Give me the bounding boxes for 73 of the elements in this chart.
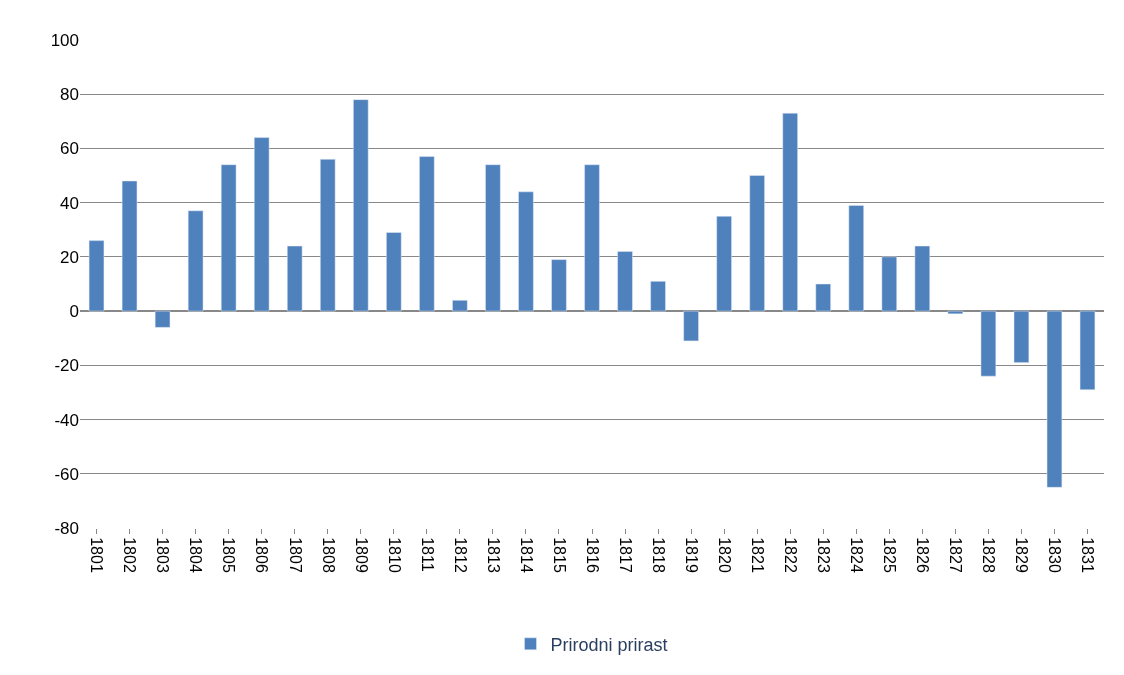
bar [220,164,237,312]
x-tick-label: 1810 [385,537,403,573]
bar [353,99,369,312]
x-tick-label: 1807 [286,537,304,573]
bar [617,251,633,312]
bar [980,310,997,377]
x-tick-label: 1821 [748,537,766,573]
bar [154,310,171,328]
x-tick-label: 1829 [1013,537,1031,573]
x-tick-label: 1813 [484,537,502,573]
y-tick-label: -80 [54,518,79,538]
x-tick-label: 1806 [253,537,271,573]
y-tick-label: 40 [60,193,79,213]
x-tick-label: 1809 [352,537,370,573]
y-tick-label: 80 [60,85,79,105]
x-tick-label: 1830 [1046,537,1064,573]
x-tick-label: 1803 [154,537,172,573]
x-tick-label: 1831 [1079,537,1097,573]
bar [947,310,964,315]
x-tick-label: 1822 [781,537,799,573]
x-tick-label: 1812 [451,537,469,573]
y-tick-label: -60 [54,464,79,484]
y-tick-label: -20 [54,356,79,376]
x-tick-label: 1828 [980,537,998,573]
y-tick-label: 0 [69,302,79,322]
bar [320,159,336,312]
bar [254,137,270,312]
x-tick-label: 1823 [815,537,833,573]
bar [1079,310,1096,390]
bar [584,164,600,312]
bar [782,112,798,312]
bar [452,300,468,312]
bar [187,210,204,312]
bar [683,310,699,342]
x-tick-label: 1802 [121,537,139,573]
bar [121,180,138,312]
bar [848,205,864,312]
x-tick-label: 1817 [616,537,634,573]
bar [1046,310,1063,488]
x-tick-label: 1818 [649,537,667,573]
bar [881,256,897,312]
y-tick-label: -40 [54,410,79,430]
bar [716,215,732,312]
bar [419,156,435,312]
bar [914,245,930,312]
x-tick-label: 1820 [715,537,733,573]
x-tick-label: 1814 [517,537,535,573]
x-tick-label: 1827 [947,537,965,573]
bar [650,281,666,312]
x-tick-label: 1819 [682,537,700,573]
x-tick-label: 1826 [914,537,932,573]
bar [749,175,765,312]
bar [485,164,501,312]
x-tick-label: 1804 [187,537,205,573]
bar [551,259,567,312]
x-tick-label: 1815 [550,537,568,573]
x-tick-label: 1816 [583,537,601,573]
y-tick-label: 20 [60,247,79,267]
x-tick-label: 1811 [418,537,436,572]
x-tick-label: 1801 [88,537,106,573]
y-tick-label: 60 [60,139,79,159]
y-tick-label: 100 [50,30,79,50]
x-tick-label: 1805 [220,537,238,573]
bar [287,245,303,312]
bar [88,240,105,312]
bar [1013,310,1030,363]
x-tick-label: 1808 [319,537,337,573]
legend-label: Prirodni prirast [550,634,668,655]
bar [518,191,534,312]
x-tick-label: 1825 [881,537,899,573]
bar [815,283,831,312]
bar [386,232,402,312]
x-tick-label: 1824 [848,537,866,573]
